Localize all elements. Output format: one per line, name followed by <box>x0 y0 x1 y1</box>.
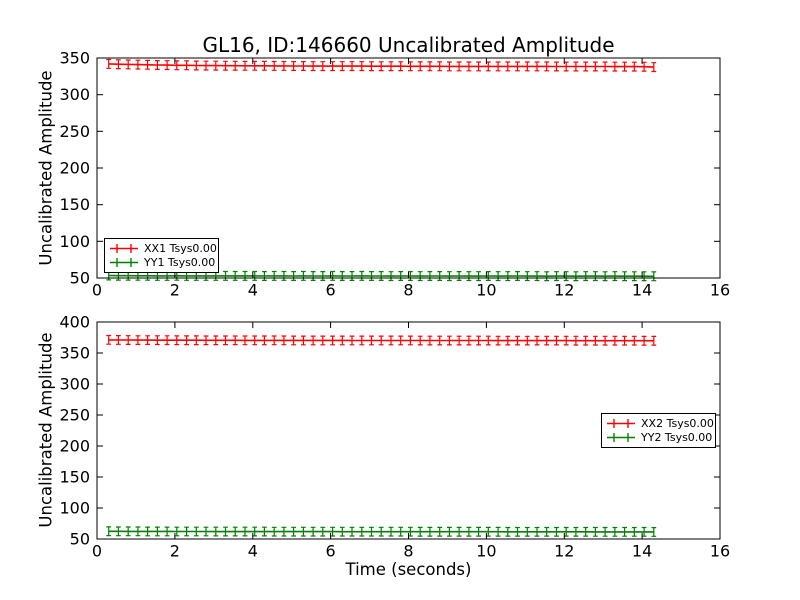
y-tick-label: 100 <box>59 499 90 518</box>
legend-label-yy2: YY2 Tsys0.00 <box>641 431 713 445</box>
series-yy2 <box>106 526 657 537</box>
x-tick-label: 6 <box>326 542 336 561</box>
y-axis-label-top: Uncalibrated Amplitude <box>36 70 56 266</box>
y-tick-label: 350 <box>59 49 90 68</box>
legend-bottom: XX2 Tsys0.00 YY2 Tsys0.00 <box>601 413 716 448</box>
x-tick-label: 4 <box>248 542 258 561</box>
error-bars <box>106 334 657 346</box>
x-tick-label: 2 <box>170 281 180 300</box>
y-tick-label: 300 <box>59 85 90 104</box>
y-tick-label: 50 <box>70 530 90 549</box>
legend-label-xx2: XX2 Tsys0.00 <box>641 416 714 430</box>
subplot-top: 0 2 4 6 8 10 12 14 16 50 100 150 200 250 300 350 <box>59 49 730 300</box>
x-tick-label: 14 <box>632 281 652 300</box>
figure-title: GL16, ID:146660 Uncalibrated Amplitude <box>202 33 615 57</box>
x-tick-label: 4 <box>248 281 258 300</box>
legend-top: XX1 Tsys0.00 YY1 Tsys0.00 <box>104 238 219 273</box>
errorbar-symbol-icon <box>110 258 138 268</box>
series-xx1 <box>106 58 657 73</box>
errorbar-symbol-icon <box>110 243 138 253</box>
y-tick-label: 200 <box>59 437 90 456</box>
errorbar-symbol-icon <box>607 418 635 428</box>
error-bars <box>106 58 657 73</box>
x-tick-label: 16 <box>710 281 730 300</box>
x-tick-label: 12 <box>554 281 574 300</box>
y-tick-label: 100 <box>59 232 90 251</box>
subplot-bottom: 0 2 4 6 8 10 12 14 16 50 100 150 200 250 300 350 400 <box>59 313 730 561</box>
legend-entry-yy1: YY1 Tsys0.00 <box>109 256 216 270</box>
y-tick-label: 200 <box>59 159 90 178</box>
legend-entry-xx1: XX1 Tsys0.00 <box>109 241 217 255</box>
legend-entry-xx2: XX2 Tsys0.00 <box>606 416 714 430</box>
y-tick-label: 150 <box>59 468 90 487</box>
x-tick-label: 0 <box>92 281 102 300</box>
x-tick-label: 8 <box>403 542 413 561</box>
error-bars <box>106 526 657 537</box>
x-tick-label: 10 <box>476 542 496 561</box>
x-axis-label: Time (seconds) <box>345 560 472 579</box>
x-tick-label: 14 <box>632 542 652 561</box>
y-tick-label: 250 <box>59 122 90 141</box>
x-tick-label: 10 <box>476 281 496 300</box>
x-tick-label: 12 <box>554 542 574 561</box>
y-axis-label-bottom: Uncalibrated Amplitude <box>36 332 56 528</box>
legend-label-yy1: YY1 Tsys0.00 <box>144 256 216 270</box>
legend-label-xx1: XX1 Tsys0.00 <box>144 241 217 255</box>
x-tick-label: 2 <box>170 542 180 561</box>
x-tick-label: 16 <box>710 542 730 561</box>
errorbar-symbol-icon <box>607 433 635 443</box>
y-tick-label: 400 <box>59 313 90 332</box>
y-tick-label: 250 <box>59 406 90 425</box>
x-tick-label: 6 <box>326 281 336 300</box>
y-tick-label: 300 <box>59 375 90 394</box>
series-xx2 <box>106 334 657 346</box>
y-tick-label: 150 <box>59 195 90 214</box>
legend-entry-yy2: YY2 Tsys0.00 <box>606 431 713 445</box>
y-tick-label: 50 <box>70 269 90 288</box>
x-tick-label: 0 <box>92 542 102 561</box>
x-tick-label: 8 <box>403 281 413 300</box>
y-tick-label: 350 <box>59 344 90 363</box>
